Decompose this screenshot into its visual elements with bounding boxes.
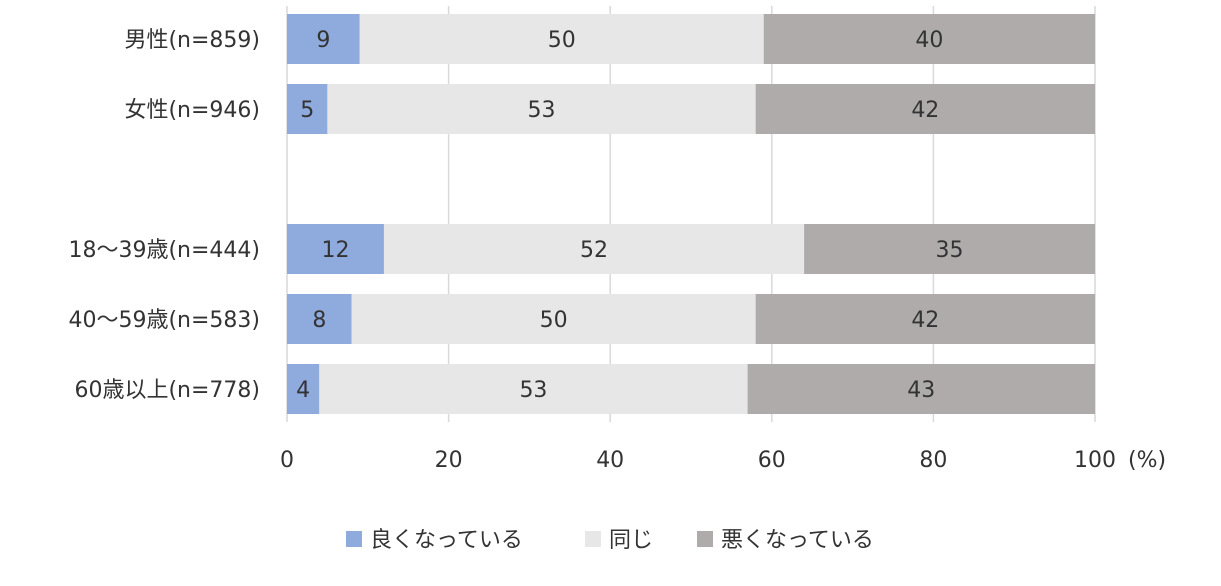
data-labels: 9 50 40 5 53 42 12 52 35 8 50 42 4 53 43	[296, 28, 963, 403]
bar-segment	[287, 84, 328, 134]
bar-segment	[287, 224, 384, 274]
legend-swatch	[697, 531, 713, 547]
legend-item: 同じ	[585, 528, 653, 553]
data-label: 52	[580, 238, 608, 263]
legend: 良くなっている 同じ 悪くなっている	[346, 528, 874, 553]
legend-label: 良くなっている	[370, 528, 523, 553]
category-label: 男性(n=859)	[124, 28, 260, 53]
bar-segment	[359, 14, 764, 64]
bar-segment	[351, 294, 756, 344]
data-label: 4	[296, 378, 310, 403]
bar-segment	[319, 364, 748, 414]
bar-segment	[287, 294, 352, 344]
x-axis-unit: (%)	[1128, 448, 1166, 473]
legend-swatch	[585, 531, 601, 547]
bar-segment	[763, 14, 1095, 64]
gridlines	[286, 6, 1096, 422]
category-label: 18～39歳(n=444)	[68, 238, 260, 263]
data-label: 5	[300, 98, 314, 123]
bar-segment	[287, 364, 320, 414]
bar-segment	[327, 84, 756, 134]
bar-segment	[383, 224, 805, 274]
data-label: 50	[540, 308, 568, 333]
data-label: 40	[915, 28, 943, 53]
x-tick-label: 60	[758, 448, 786, 473]
data-label: 53	[519, 378, 547, 403]
x-tick-label: 100	[1074, 448, 1116, 473]
category-label: 40～59歳(n=583)	[68, 308, 260, 333]
legend-label: 同じ	[609, 528, 653, 553]
bar-segment	[747, 364, 1095, 414]
legend-label: 悪くなっている	[721, 528, 874, 553]
category-labels: 男性(n=859) 女性(n=946) 18～39歳(n=444) 40～59歳(n=…	[68, 28, 260, 403]
data-label: 9	[316, 28, 330, 53]
bar-segment	[287, 14, 360, 64]
bar-segment	[804, 224, 1095, 274]
bar-segment	[755, 84, 1095, 134]
bars	[287, 14, 1095, 414]
data-label: 43	[907, 378, 935, 403]
data-label: 50	[548, 28, 576, 53]
category-label: 女性(n=946)	[124, 98, 260, 123]
data-label: 53	[528, 98, 556, 123]
category-label: 60歳以上(n=778)	[74, 378, 260, 403]
data-label: 42	[911, 98, 939, 123]
data-label: 12	[321, 238, 349, 263]
data-label: 42	[911, 308, 939, 333]
legend-item: 悪くなっている	[697, 528, 874, 553]
x-tick-label: 0	[280, 448, 294, 473]
x-tick-label: 80	[919, 448, 947, 473]
x-tick-label: 20	[435, 448, 463, 473]
data-label: 8	[312, 308, 326, 333]
bar-segment	[755, 294, 1095, 344]
legend-swatch	[346, 531, 362, 547]
legend-item: 良くなっている	[346, 528, 523, 553]
data-label: 35	[936, 238, 964, 263]
x-tick-label: 40	[596, 448, 624, 473]
x-axis-ticks: 0 20 40 60 80 100	[280, 448, 1116, 473]
